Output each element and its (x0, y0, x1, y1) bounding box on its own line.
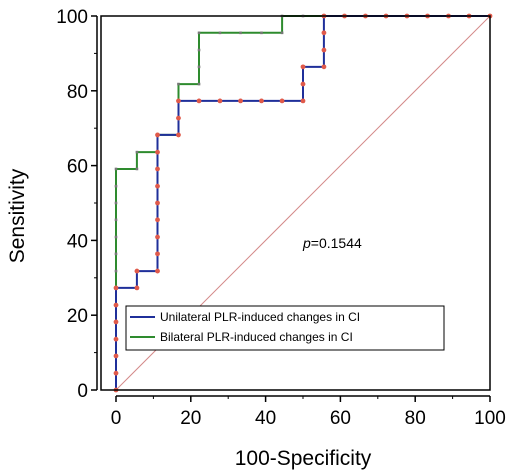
data-point-bilateral (239, 31, 242, 35)
x-tick-label: 40 (255, 408, 276, 429)
data-point-bilateral (114, 201, 118, 205)
data-point-bilateral (114, 184, 118, 188)
y-tick-label: 0 (77, 381, 88, 402)
data-point-unilateral (155, 166, 160, 172)
data-point-bilateral (114, 252, 118, 256)
data-point-unilateral (113, 302, 119, 308)
data-point-unilateral (279, 98, 285, 104)
data-point-unilateral (155, 132, 160, 138)
data-point-unilateral (300, 98, 306, 104)
x-axis-title: 100-Specificity (235, 447, 372, 470)
data-point-unilateral (300, 81, 306, 87)
y-tick-label: 60 (67, 157, 88, 178)
data-point-bilateral (197, 31, 201, 35)
data-point-unilateral (259, 98, 264, 104)
data-point-unilateral (113, 353, 119, 359)
data-point-unilateral (300, 64, 306, 70)
data-point-unilateral (155, 268, 160, 274)
data-point-unilateral (155, 183, 160, 189)
data-point-bilateral (218, 31, 222, 35)
data-point-bilateral (197, 65, 201, 69)
data-point-unilateral (321, 47, 327, 53)
data-point-bilateral (260, 31, 263, 35)
p-value-number: =0.1544 (311, 235, 362, 251)
data-point-unilateral (155, 149, 160, 155)
legend-box (125, 305, 445, 351)
data-point-unilateral (113, 285, 119, 291)
data-point-bilateral (114, 218, 118, 222)
data-point-unilateral (176, 98, 181, 104)
x-tick-label: 80 (405, 408, 426, 429)
data-point-unilateral (217, 98, 223, 104)
data-point-unilateral (155, 200, 160, 206)
data-point-bilateral (177, 82, 180, 86)
legend-label-unilateral: Unilateral PLR-induced changes in CI (160, 310, 360, 324)
data-point-bilateral (197, 48, 201, 52)
data-point-unilateral (321, 64, 327, 70)
y-axis-title: Sensitivity (6, 168, 29, 263)
data-point-bilateral (114, 167, 118, 171)
x-tick-label: 60 (330, 408, 351, 429)
p-value-label: p (302, 235, 311, 251)
y-tick-label: 20 (67, 306, 88, 327)
data-point-unilateral (176, 132, 181, 138)
data-point-unilateral (155, 217, 160, 223)
x-tick-label: 20 (180, 408, 201, 429)
data-point-unilateral (155, 251, 160, 257)
y-tick-label: 40 (67, 231, 88, 252)
x-tick-label: 100 (474, 408, 506, 429)
data-point-unilateral (113, 319, 119, 325)
data-point-unilateral (155, 234, 160, 240)
axes: 0 20 40 60 80 100 0 20 40 60 80 100 (56, 7, 506, 429)
data-point-unilateral (113, 370, 119, 376)
data-point-bilateral (135, 167, 139, 171)
data-point-bilateral (135, 150, 139, 154)
data-point-unilateral (321, 30, 327, 36)
data-point-bilateral (114, 235, 118, 239)
x-tick-label: 0 (111, 408, 122, 429)
data-point-unilateral (238, 98, 243, 104)
data-point-unilateral (113, 336, 119, 342)
p-value-annotation: p=0.1544 (302, 235, 362, 251)
legend: Unilateral PLR-induced changes in CI Bil… (125, 305, 445, 351)
y-tick-label: 100 (56, 7, 88, 28)
data-point-unilateral (196, 98, 202, 104)
y-tick-label: 80 (67, 82, 88, 103)
data-point-unilateral (176, 115, 181, 121)
data-point-unilateral (134, 285, 140, 291)
data-point-bilateral (280, 31, 284, 35)
plot-frame (100, 15, 491, 391)
data-point-bilateral (197, 82, 201, 86)
data-point-unilateral (134, 268, 140, 274)
data-point-bilateral (114, 269, 118, 273)
legend-label-bilateral: Bilateral PLR-induced changes in CI (160, 330, 353, 344)
